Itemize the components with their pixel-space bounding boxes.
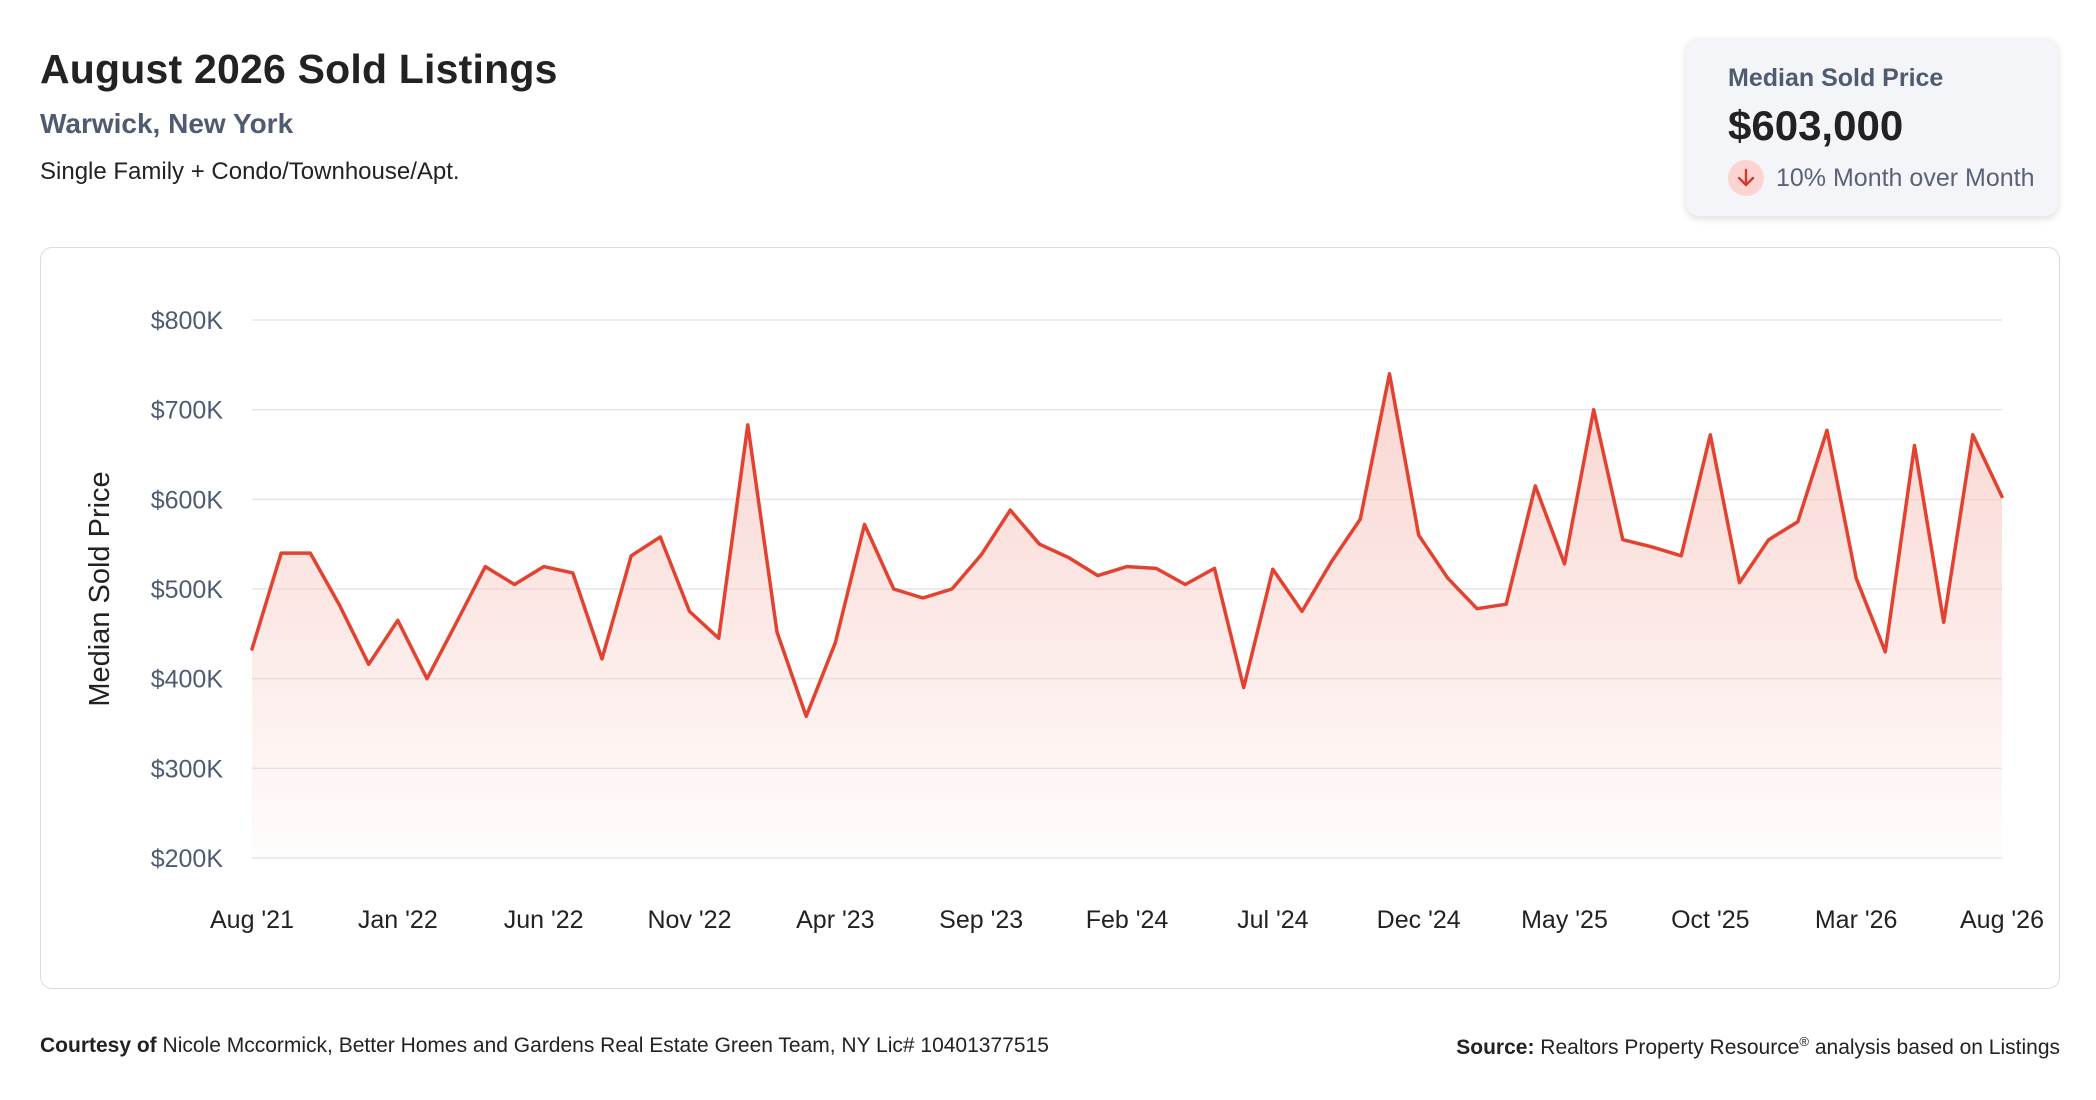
price-area: [252, 373, 2002, 858]
source-sup: ®: [1799, 1034, 1809, 1049]
x-tick-label: Aug '26: [1960, 906, 2044, 934]
courtesy-label: Courtesy of: [40, 1034, 157, 1057]
stat-change-text: 10% Month over Month: [1776, 163, 2035, 192]
chart-container: $800K $700K $600K $500K $400K $300K $200K Aug '…: [40, 247, 2060, 989]
x-tick-label: Aug '21: [210, 906, 294, 934]
page-title: August 2026 Sold Listings: [40, 46, 558, 92]
x-tick-label: Sep '23: [939, 906, 1023, 934]
stat-change: 10% Month over Month: [1728, 160, 2034, 196]
y-tick-label: $800K: [151, 307, 224, 335]
property-types: Single Family + Condo/Townhouse/Apt.: [40, 158, 460, 185]
price-line: [250, 372, 2004, 719]
y-tick-label: $500K: [151, 576, 224, 604]
source-text: Realtors Property Resource: [1540, 1036, 1800, 1059]
y-tick-label: $200K: [151, 845, 224, 873]
y-tick-label: $700K: [151, 397, 224, 425]
x-tick-label: Jul '24: [1237, 906, 1309, 934]
x-tick-label: Jun '22: [504, 906, 584, 934]
x-tick-label: Mar '26: [1815, 906, 1898, 934]
x-tick-label: Apr '23: [796, 906, 874, 934]
arrow-down-icon: [1728, 160, 1764, 196]
x-tick-label: Feb '24: [1086, 906, 1169, 934]
median-price-card: Median Sold Price $603,000 10% Month ove…: [1686, 38, 2058, 216]
x-tick-label: Nov '22: [648, 906, 732, 934]
stat-value: $603,000: [1728, 102, 1904, 149]
source-label: Source:: [1456, 1036, 1535, 1059]
stat-label: Median Sold Price: [1728, 64, 1944, 92]
courtesy-text: Nicole Mccormick, Better Homes and Garde…: [162, 1034, 1049, 1057]
x-tick-label: Dec '24: [1377, 906, 1461, 934]
y-axis-label: Median Sold Price: [84, 471, 116, 706]
x-tick-label: Jan '22: [358, 906, 438, 934]
median-price-chart: $800K $700K $600K $500K $400K $300K $200K Aug '…: [84, 307, 2044, 934]
x-tick-label: May '25: [1521, 906, 1608, 934]
x-tick-label: Oct '25: [1671, 906, 1749, 934]
y-tick-label: $400K: [151, 666, 224, 694]
source-footer: Source: Realtors Property Resource® anal…: [1456, 1034, 2060, 1060]
y-tick-label: $600K: [151, 486, 224, 514]
source-suffix: analysis based on Listings: [1814, 1036, 2060, 1059]
courtesy-footer: Courtesy of Nicole Mccormick, Better Hom…: [40, 1034, 1049, 1058]
location-subtitle: Warwick, New York: [40, 108, 294, 139]
y-tick-label: $300K: [151, 755, 224, 783]
